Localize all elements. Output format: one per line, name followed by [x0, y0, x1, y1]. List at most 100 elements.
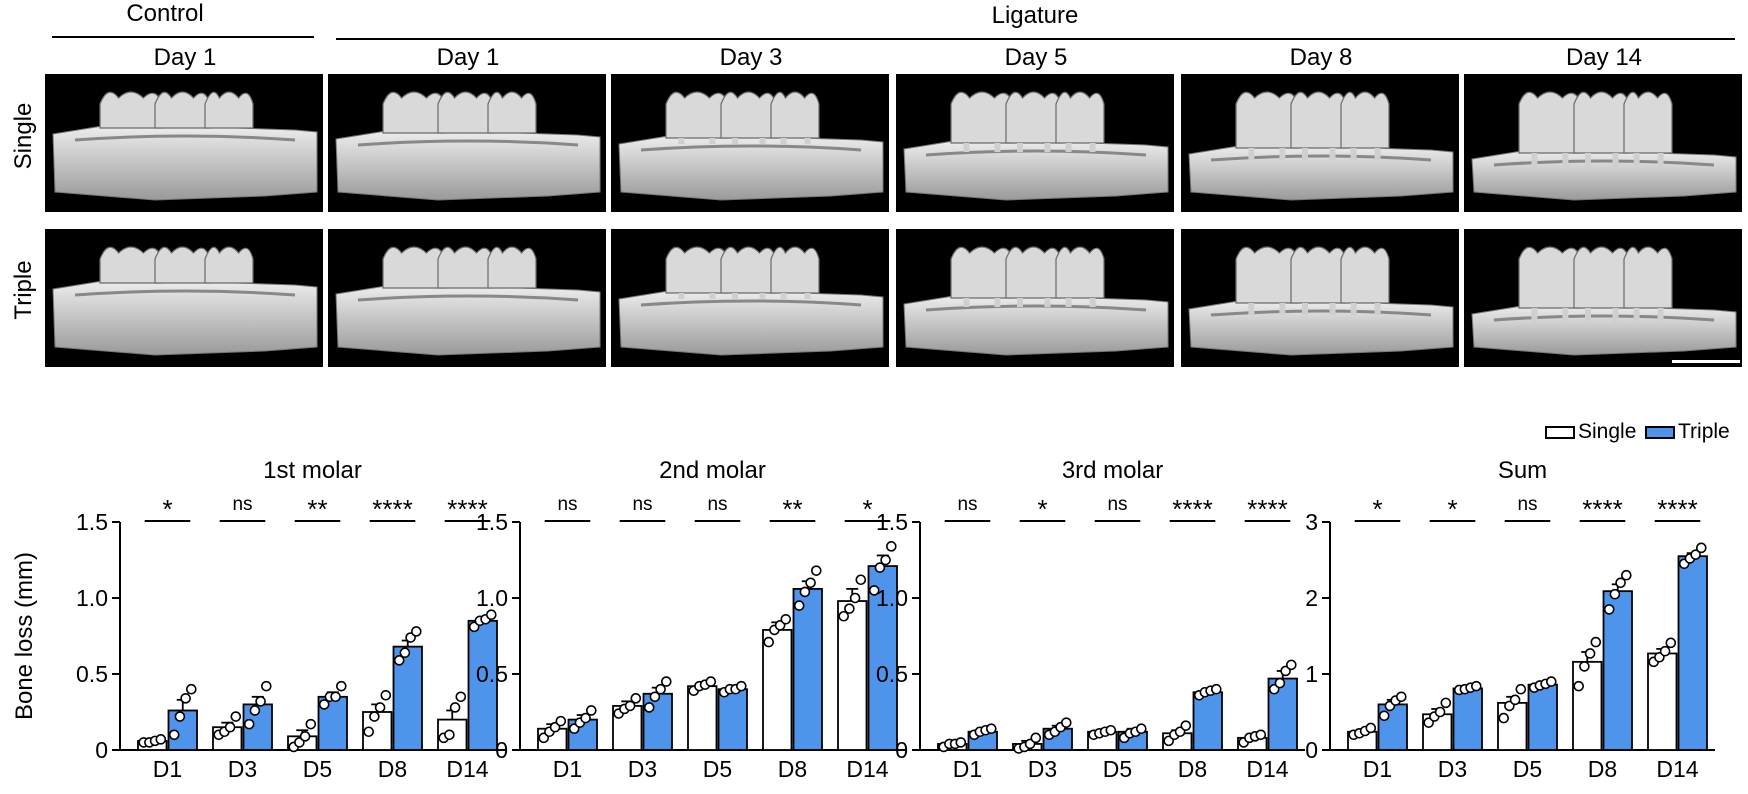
data-point: [1690, 549, 1701, 560]
significance-label: ****: [1247, 494, 1287, 524]
x-tick-label: D3: [628, 756, 657, 782]
microct-image-triple-ligature-day8: [1181, 229, 1459, 367]
data-point: [793, 600, 805, 611]
bar-single: [1647, 652, 1678, 751]
y-tick-label: 0: [95, 737, 108, 763]
data-point: [369, 711, 380, 722]
bar-triple: [1677, 555, 1708, 751]
significance-label: ****: [1657, 494, 1697, 524]
data-point: [444, 729, 455, 741]
bar-triple: [1192, 691, 1223, 751]
data-point: [335, 680, 347, 692]
significance-label: ns: [957, 494, 977, 515]
y-tick-label: 1.5: [76, 509, 108, 535]
legend-item-triple: Triple: [1645, 420, 1730, 444]
significance-label: ns: [632, 494, 652, 515]
data-point: [735, 680, 747, 692]
microct-image-single-ligature-day3: [611, 74, 889, 212]
data-point: [1498, 712, 1509, 724]
data-point: [1621, 569, 1632, 581]
data-point: [655, 683, 666, 695]
bar-single: [687, 685, 718, 751]
y-tick-label: 0: [495, 737, 508, 763]
significance-label: *: [162, 494, 172, 524]
data-point: [1136, 723, 1147, 735]
data-point: [1061, 717, 1072, 728]
y-tick-label: 0.5: [476, 661, 508, 687]
significance-label: ns: [1517, 494, 1537, 515]
data-point: [260, 680, 272, 692]
y-tick-label: 0.5: [876, 661, 908, 687]
bar-triple: [642, 692, 673, 751]
bar-triple: [717, 688, 748, 751]
x-tick-label: D14: [1656, 756, 1698, 782]
x-tick-label: D14: [446, 756, 488, 782]
data-point: [1696, 542, 1707, 554]
y-tick-label: 3: [1305, 509, 1318, 535]
data-point: [1180, 720, 1192, 731]
data-point: [1546, 676, 1557, 687]
data-point: [299, 731, 311, 742]
data-point: [1659, 645, 1671, 657]
data-point: [555, 715, 567, 727]
group-line-control: [52, 36, 314, 38]
data-point: [180, 693, 191, 704]
data-point: [1603, 604, 1615, 615]
bar-single: [1572, 660, 1603, 751]
microct-image-triple-ligature-day1: [328, 229, 606, 367]
data-point: [1609, 588, 1621, 600]
data-point: [1396, 691, 1407, 703]
y-tick-label: 0: [1305, 737, 1318, 763]
legend-swatch-triple: [1645, 425, 1675, 439]
significance-label: ****: [372, 494, 412, 524]
data-point: [186, 683, 197, 695]
bar-triple: [867, 565, 898, 751]
microct-image-triple-ligature-day14: [1464, 229, 1742, 367]
data-point: [1030, 732, 1042, 744]
data-point: [168, 729, 180, 741]
y-tick-label: 1.5: [476, 509, 508, 535]
y-tick-label: 1.0: [476, 585, 508, 611]
data-point: [855, 574, 867, 586]
data-point: [1434, 706, 1446, 718]
x-tick-label: D8: [1588, 756, 1617, 782]
group-label-ligature: Ligature: [991, 2, 1079, 29]
y-tick-label: 1.0: [876, 585, 908, 611]
data-point: [885, 541, 897, 552]
microct-image-triple-control-day1: [45, 229, 323, 367]
data-point: [844, 603, 855, 614]
significance-label: *: [862, 494, 872, 524]
data-point: [410, 626, 422, 637]
data-point: [799, 586, 811, 598]
y-tick-label: 1: [1305, 661, 1318, 687]
chart-title-0: 1st molar: [263, 457, 362, 484]
column-label-ligature-day1: Day 1: [436, 44, 500, 71]
bar-triple: [1527, 683, 1558, 751]
x-tick-label: D5: [1513, 756, 1542, 782]
data-point: [1615, 577, 1626, 589]
data-point: [805, 577, 816, 589]
y-tick-label: 1.0: [76, 585, 108, 611]
x-tick-label: D1: [1363, 756, 1392, 782]
microct-image-single-ligature-day5: [896, 74, 1174, 212]
chart-title-3: Sum: [1498, 457, 1547, 484]
x-tick-label: D8: [1178, 756, 1207, 782]
data-point: [363, 726, 375, 738]
data-point: [243, 718, 255, 730]
column-label-ligature-day14: Day 14: [1565, 44, 1643, 71]
significance-label: ****: [1172, 494, 1212, 524]
data-point: [1255, 729, 1267, 741]
data-point: [249, 705, 261, 716]
data-point: [449, 702, 461, 713]
data-point: [643, 702, 655, 713]
x-tick-label: D5: [703, 756, 732, 782]
data-point: [1105, 724, 1117, 736]
group-line-ligature: [336, 38, 1735, 40]
data-point: [1440, 697, 1452, 709]
y-tick-label: 0.5: [76, 661, 108, 687]
data-point: [1584, 648, 1596, 659]
microct-image-single-ligature-day14: [1464, 74, 1742, 212]
data-point: [649, 691, 661, 703]
x-tick-label: D8: [778, 756, 807, 782]
data-point: [838, 610, 850, 622]
